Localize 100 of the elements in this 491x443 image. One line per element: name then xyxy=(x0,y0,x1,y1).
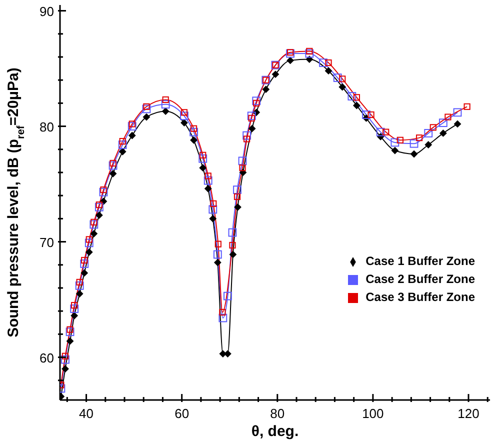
point xyxy=(128,122,136,130)
point xyxy=(99,188,108,196)
point xyxy=(204,172,212,180)
point xyxy=(353,94,360,101)
point xyxy=(306,56,313,63)
y-tick-label: 70 xyxy=(40,234,54,250)
point xyxy=(214,259,222,266)
point xyxy=(228,228,237,237)
x-tick-label: 100 xyxy=(362,406,384,421)
point xyxy=(224,292,232,300)
point xyxy=(162,96,169,104)
point xyxy=(213,250,222,259)
point xyxy=(143,103,150,110)
point xyxy=(262,86,270,93)
point xyxy=(305,49,314,58)
point xyxy=(190,128,198,136)
point xyxy=(199,164,206,172)
point xyxy=(70,304,79,313)
point xyxy=(376,128,385,136)
point xyxy=(339,76,346,82)
point xyxy=(119,148,126,156)
point xyxy=(286,56,294,64)
point xyxy=(66,338,74,345)
point xyxy=(71,302,78,309)
point xyxy=(75,281,84,290)
point xyxy=(248,125,256,132)
point xyxy=(84,238,94,248)
x-tick-label: 40 xyxy=(79,406,94,421)
point xyxy=(86,236,92,243)
point xyxy=(96,212,103,219)
point xyxy=(76,290,84,298)
point xyxy=(118,140,127,149)
point xyxy=(142,114,150,121)
point xyxy=(325,59,332,66)
point xyxy=(430,124,436,131)
point xyxy=(204,176,212,185)
point xyxy=(252,96,261,106)
point xyxy=(410,150,418,158)
point xyxy=(224,350,232,358)
point xyxy=(218,314,228,322)
point xyxy=(272,70,279,78)
point xyxy=(306,48,313,54)
point xyxy=(438,118,448,128)
point xyxy=(161,100,170,109)
point xyxy=(208,205,218,214)
x-axis-title: θ, deg. xyxy=(251,423,299,440)
point xyxy=(424,129,433,138)
point xyxy=(94,202,104,212)
point xyxy=(180,109,188,116)
point xyxy=(238,156,247,166)
point xyxy=(362,110,370,119)
point xyxy=(440,130,447,137)
point xyxy=(80,269,88,276)
point xyxy=(214,240,222,248)
point xyxy=(239,164,246,172)
point xyxy=(66,328,74,336)
point xyxy=(61,355,70,364)
point xyxy=(368,111,374,118)
point xyxy=(62,352,69,360)
point xyxy=(247,112,256,120)
point xyxy=(210,200,217,207)
point xyxy=(453,108,462,117)
point xyxy=(382,128,390,136)
point xyxy=(96,202,102,208)
point xyxy=(219,308,226,316)
x-tick-label: 60 xyxy=(174,406,190,421)
point xyxy=(86,248,93,256)
point xyxy=(242,131,252,140)
x-tick-label: 120 xyxy=(458,406,480,421)
point xyxy=(234,193,241,200)
point xyxy=(325,67,332,74)
point xyxy=(128,132,136,140)
point xyxy=(244,136,250,142)
point xyxy=(100,186,107,194)
point xyxy=(204,185,212,192)
point xyxy=(119,138,126,145)
point xyxy=(454,120,462,128)
point xyxy=(416,134,423,142)
point xyxy=(90,218,98,226)
point xyxy=(180,112,188,120)
point xyxy=(90,230,98,238)
point xyxy=(66,326,74,333)
point xyxy=(229,242,236,249)
point xyxy=(233,186,242,194)
point xyxy=(390,138,400,147)
point xyxy=(80,260,89,268)
point xyxy=(234,204,242,211)
point xyxy=(333,74,342,82)
y-tick-label: 80 xyxy=(40,119,54,134)
y-tick-label: 60 xyxy=(40,350,54,366)
point xyxy=(200,152,206,158)
legend-label: Case 2 Buffer Zone xyxy=(366,272,475,286)
y-tick-label: 90 xyxy=(40,4,54,19)
point xyxy=(110,160,116,167)
point xyxy=(444,114,452,120)
point xyxy=(348,92,356,100)
point xyxy=(209,215,216,222)
point xyxy=(180,119,188,126)
legend-label: Case 1 Buffer Zone xyxy=(366,254,475,268)
point xyxy=(190,125,198,132)
